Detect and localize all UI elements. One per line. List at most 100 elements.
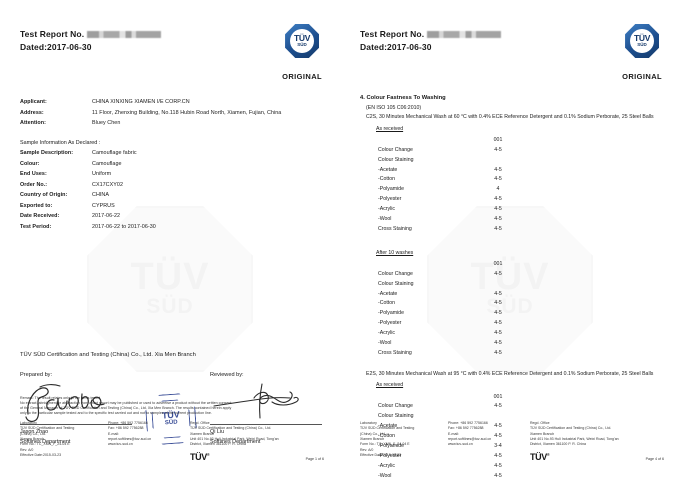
footer-tuv-brand-icon: TÜV® xyxy=(530,452,664,462)
report-number-label: Test Report No. xyxy=(20,29,85,39)
footer-text: Form No.: TC_XMN_F_24-04 E xyxy=(20,442,70,447)
result-name: -Polyamide xyxy=(378,186,404,193)
specimen-id: 001 xyxy=(493,260,503,267)
footer-text: TÜV SÜD Certification and Testing (China… xyxy=(530,426,612,431)
info-value: Bluey Chen xyxy=(92,120,121,127)
footer-text: TÜV SÜD Certification and Testing xyxy=(360,426,415,431)
sample-row: Sample Description: Camouflage fabric xyxy=(20,148,322,159)
result-value: 4-5 xyxy=(494,472,502,479)
signature-block-prepared: Prepared by: Jaso xyxy=(20,372,132,447)
footer-text: Form No.: TC_XMN_F_24-04 E xyxy=(360,442,410,447)
footer-text: Laboratory xyxy=(360,421,377,425)
result-value xyxy=(478,156,518,166)
result-name: -Cotton xyxy=(378,433,396,440)
footer-email[interactable]: report.softlines@tuv-sud.cn xyxy=(448,436,492,441)
footer-text: (China) Co., Ltd. xyxy=(360,431,387,436)
result-row: Colour Change 4-5 xyxy=(360,146,662,156)
condition-label-after-10-washes: After 10 washes xyxy=(376,249,414,256)
result-row: Cross Staining 4-5 xyxy=(360,349,662,359)
sample-value: Camouflage xyxy=(92,160,122,167)
info-key: Attention: xyxy=(20,120,46,127)
result-row: Colour Staining xyxy=(360,156,662,166)
result-row: -Acrylic 4-5 xyxy=(360,205,662,215)
result-value: 4-5 xyxy=(494,330,502,337)
result-row: Colour Change 4-5 xyxy=(360,270,662,280)
report-number-line: Test Report No. xyxy=(20,28,162,41)
remark-line-3: of the General Manager of TÜV SÜD Certif… xyxy=(20,406,232,411)
result-name: -Acetate xyxy=(378,290,398,297)
result-name: Colour Change xyxy=(378,403,413,410)
footer-text: Unit 401 No.93 Huli Industrial Park, Wei… xyxy=(530,436,619,441)
signature-prepared-ink xyxy=(20,380,132,424)
footer-text: Laboratory xyxy=(20,421,37,425)
result-name: -Cotton xyxy=(378,176,396,183)
result-name: -Polyamide xyxy=(378,442,404,449)
info-value: 11 Floor, Zhenxing Building, No.118 Hubi… xyxy=(92,109,282,116)
test-standard: (EN ISO 105 C06:2010) xyxy=(366,105,422,111)
footer-email[interactable]: report.softlines@tuv-sud.cn xyxy=(108,436,152,441)
result-value: 4-5 xyxy=(494,270,502,277)
result-name: -Acrylic xyxy=(378,462,396,469)
result-name: -Polyester xyxy=(378,196,402,203)
signature-block-reviewed: Reviewed by: Qi Liu Softlines Departme xyxy=(210,372,322,447)
specimen-id: 001 xyxy=(493,393,503,400)
result-name: Colour Change xyxy=(378,146,413,153)
footer-text: District, Xiamen 361100 P. R. China xyxy=(530,442,587,447)
footer-fax: Fax: +86 592 7756288 xyxy=(108,426,144,431)
result-value: 4-5 xyxy=(494,225,502,232)
result-name: Cross Staining xyxy=(378,225,412,232)
footer-website[interactable]: www.tuv-sud.cn xyxy=(108,442,133,447)
result-row: -Cotton 4-5 xyxy=(360,175,662,185)
result-value: 3-4 xyxy=(494,442,502,449)
result-row: -Acetate 4-5 xyxy=(360,290,662,300)
report-date-label: Dated: xyxy=(20,42,48,53)
result-value: 4-5 xyxy=(494,349,502,356)
result-name: -Acrylic xyxy=(378,330,396,337)
sample-value: Uniform xyxy=(92,171,112,178)
sample-key: Country of Origin: xyxy=(20,192,68,199)
result-name: -Wool xyxy=(378,215,392,222)
result-name: -Polyamide xyxy=(378,310,404,317)
sample-row: Order No.: CX17CXY02 xyxy=(20,180,322,191)
result-value: 4-5 xyxy=(494,215,502,222)
report-date-value: 2017-06-30 xyxy=(387,42,432,53)
result-row: -Wool 4-5 xyxy=(360,472,662,480)
sample-key: Sample Description: xyxy=(20,150,74,157)
footer-brand-sup: ® xyxy=(546,451,550,457)
sample-key: Exported to: xyxy=(20,202,53,209)
result-row: -Wool 4-5 xyxy=(360,339,662,349)
footer-email-label: E-mail: xyxy=(448,431,460,436)
footer-website[interactable]: www.tuv-sud.cn xyxy=(448,442,473,447)
test-method-c2s: C2S, 30 Minutes Mechanical Wash at 60 °C… xyxy=(366,114,654,121)
sample-row: Country of Origin: CHINA xyxy=(20,190,322,201)
result-name: -Acrylic xyxy=(378,206,396,212)
prepared-by-label: Prepared by: xyxy=(20,372,53,379)
result-name: -Cotton xyxy=(378,300,396,307)
original-stamp-text: ORIGINAL xyxy=(622,72,662,81)
sample-key: Test Period: xyxy=(20,223,52,230)
prepared-by-department: Softlines Department xyxy=(20,439,71,446)
condition-label-as-received-2: As received xyxy=(376,382,404,389)
report-page-left: TÜV SÜD Test Report No. Dated:2017-06-30 xyxy=(20,24,324,462)
result-name: Colour Staining xyxy=(378,413,414,420)
logo-line2: SÜD xyxy=(637,42,647,48)
test-method-e2s: E2S, 30 Minutes Mechanical Wash at 95 °C… xyxy=(366,370,654,377)
report-date-line: Dated:2017-06-30 xyxy=(360,41,501,54)
result-row: -Acrylic 4-5 xyxy=(360,462,662,472)
footer-contact-column: Phone: +86 592 7756166 Fax: +86 592 7756… xyxy=(448,421,530,462)
result-value: 4-5 xyxy=(494,196,502,203)
footer-text: Unit 401 No.93 Huli Industrial Park, Wei… xyxy=(190,436,279,441)
result-row: -Polyester 4-5 xyxy=(360,452,662,462)
logo-line1: TÜV xyxy=(634,32,651,43)
page-footer-left: Laboratory TÜV SÜD Certification and Tes… xyxy=(20,421,324,462)
tuv-sud-logo-icon: TÜV SÜD xyxy=(625,24,660,58)
footer-email-label: E-mail: xyxy=(108,431,120,436)
result-value: 4 xyxy=(496,186,500,193)
info-row: Applicant: CHINA XINXING XIAMEN I/E CORP… xyxy=(20,97,322,108)
footer-brand-text: TÜV xyxy=(530,451,547,462)
footer-text: Effective Date:2015-03-23 xyxy=(20,452,62,457)
footer-fax: Fax: +86 592 7756288 xyxy=(448,426,484,431)
report-page-right: TÜV SÜD Test Report No. Dated:2017-06-30 xyxy=(340,0,680,480)
report-number-redacted xyxy=(87,31,162,38)
result-row: Colour Change 4-5 xyxy=(360,402,662,412)
